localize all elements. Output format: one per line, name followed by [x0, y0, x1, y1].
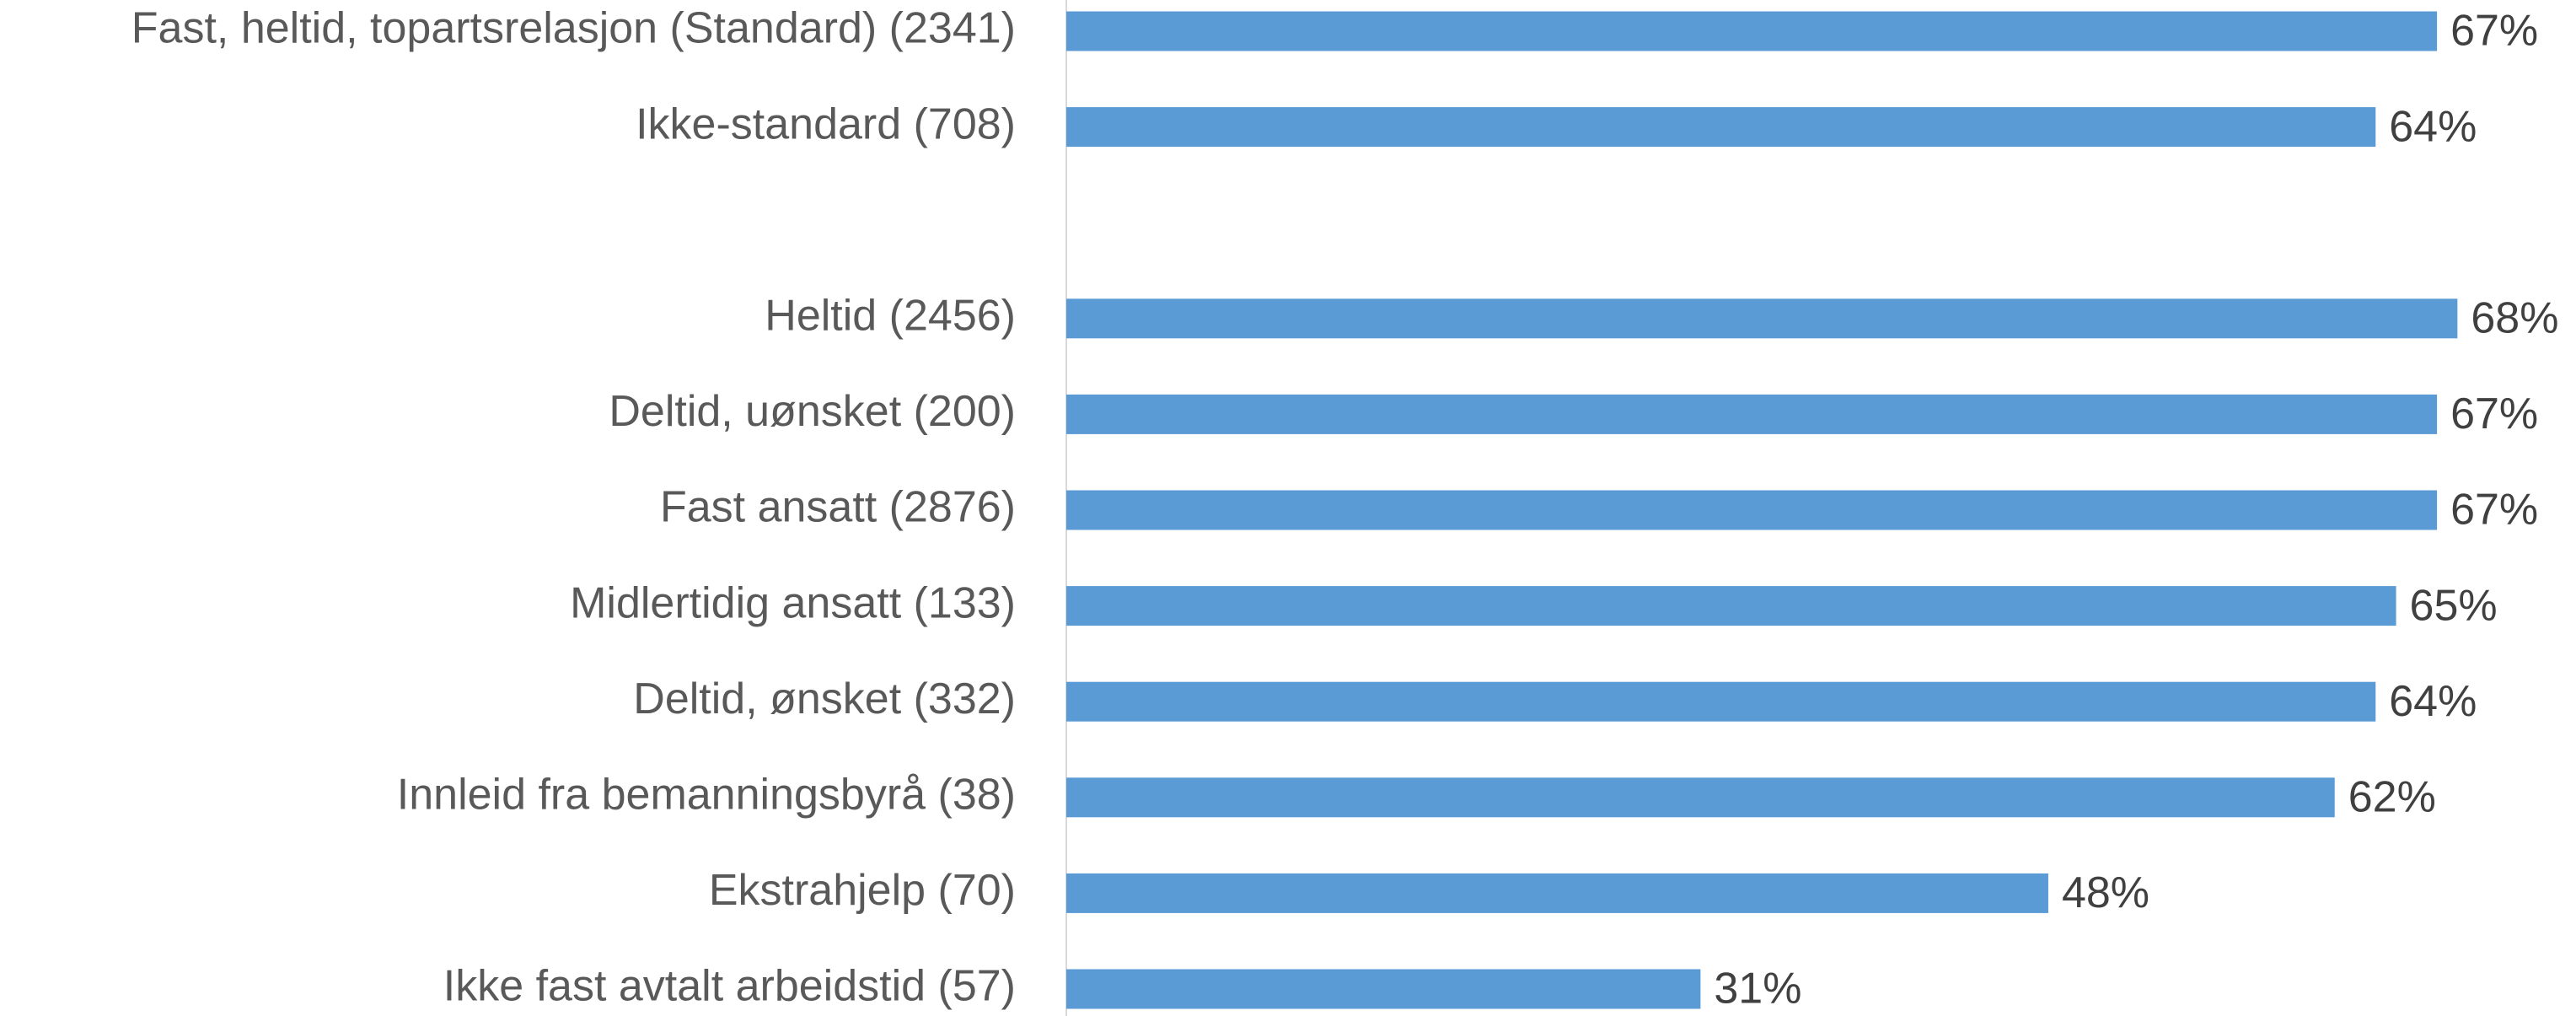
category-label: Fast ansatt (2876) [660, 483, 1016, 532]
value-label: 62% [2348, 773, 2436, 822]
bar [1066, 586, 2396, 626]
value-label: 67% [2450, 390, 2538, 438]
category-label: Innleid fra bemanningsbyrå (38) [397, 771, 1016, 820]
bar [1066, 873, 2048, 913]
value-label: 67% [2450, 486, 2538, 535]
value-label: 65% [2410, 581, 2498, 630]
category-label: Deltid, ønsket (332) [633, 675, 1016, 723]
category-label: Ikke fast avtalt arbeidstid (57) [443, 962, 1016, 1011]
value-label: 31% [1714, 965, 1801, 1013]
value-label: 64% [2389, 102, 2477, 151]
category-label: Midlertidig ansatt (133) [570, 578, 1016, 627]
value-label: 68% [2471, 294, 2558, 343]
bar [1066, 298, 2458, 339]
bar [1066, 11, 2438, 51]
value-label: 67% [2450, 7, 2538, 56]
category-label: Fast, heltid, topartsrelasjon (Standard)… [131, 4, 1016, 53]
bar [1066, 777, 2335, 818]
bar [1066, 490, 2438, 530]
bar [1066, 681, 2376, 722]
value-label: 64% [2389, 677, 2477, 726]
bar [1066, 394, 2438, 434]
bar [1066, 107, 2376, 148]
category-label: Heltid (2456) [765, 292, 1016, 341]
category-label: Deltid, uønsket (200) [609, 387, 1016, 436]
value-label: 48% [2062, 868, 2149, 917]
category-label: Ekstrahjelp (70) [709, 866, 1016, 915]
category-label: Ikke-standard (708) [636, 99, 1016, 148]
bar [1066, 969, 1701, 1009]
